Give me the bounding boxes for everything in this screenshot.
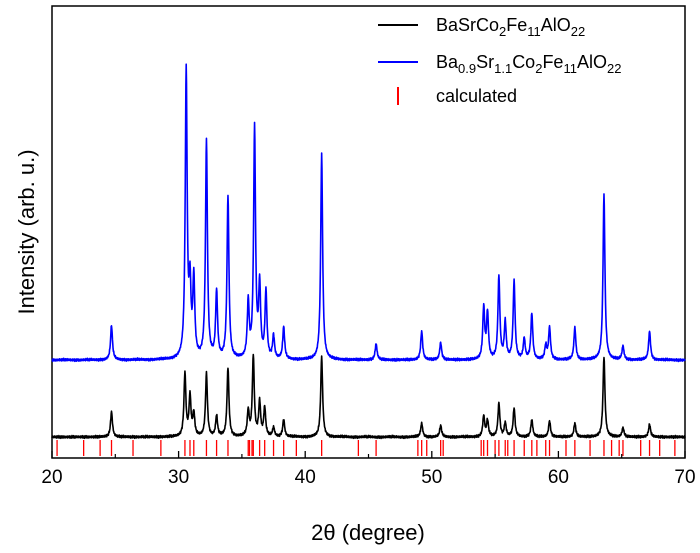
legend-label: calculated bbox=[436, 86, 517, 106]
calculated-reflections bbox=[56, 440, 676, 456]
y-axis-title: Intensity (arb. u.) bbox=[14, 149, 39, 314]
x-tick-label: 30 bbox=[168, 467, 189, 488]
x-tick-label: 70 bbox=[674, 467, 695, 488]
legend-label: Ba0.9Sr1.1Co2Fe11AlO22 bbox=[436, 52, 621, 76]
legend-label: BaSrCo2Fe11AlO22 bbox=[436, 15, 585, 39]
x-tick-label: 40 bbox=[295, 467, 316, 488]
x-tick-label: 60 bbox=[548, 467, 569, 488]
diffraction-patterns bbox=[51, 63, 686, 440]
x-axis-title: 2θ (degree) bbox=[311, 520, 425, 545]
x-tick-label: 20 bbox=[41, 467, 62, 488]
series-line bbox=[51, 353, 686, 440]
x-tick-label: 50 bbox=[421, 467, 442, 488]
legend: BaSrCo2Fe11AlO22 Ba0.9Sr1.1Co2Fe11AlO22 ca… bbox=[378, 15, 621, 106]
x-axis-ticks: 20 30 40 50 60 70 bbox=[41, 451, 696, 488]
plot-area-frame bbox=[51, 5, 686, 459]
series-line bbox=[51, 63, 686, 363]
